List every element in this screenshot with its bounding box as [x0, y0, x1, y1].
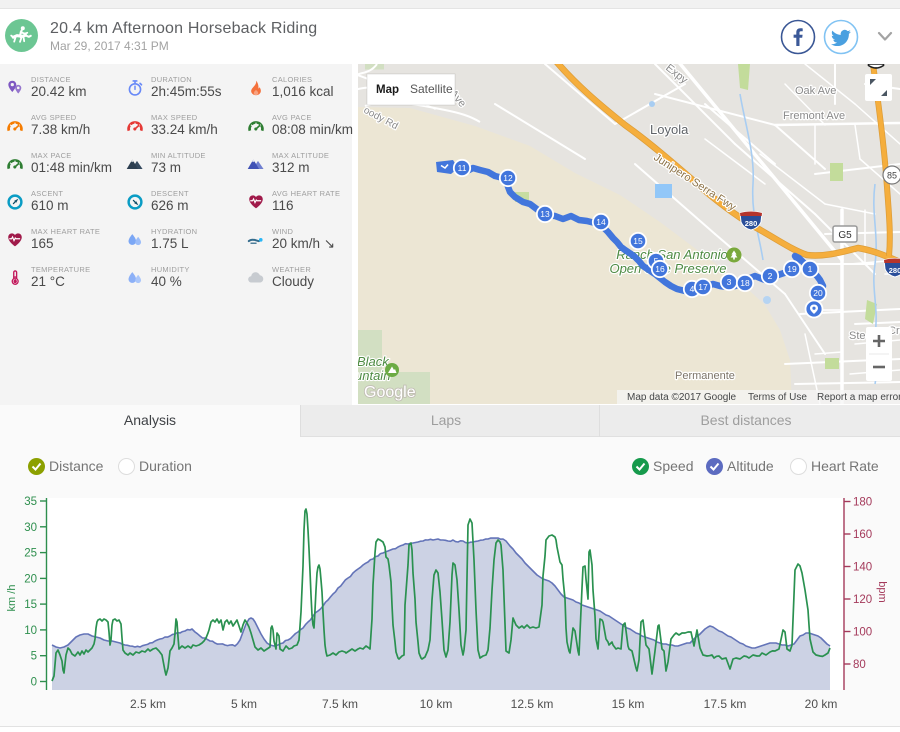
- svg-text:25: 25: [24, 548, 37, 560]
- svg-text:Black: Black: [357, 354, 390, 369]
- svg-text:2: 2: [768, 271, 773, 281]
- svg-text:Ste: Ste: [849, 330, 866, 342]
- svg-text:Oak Ave: Oak Ave: [795, 85, 836, 97]
- svg-text:12: 12: [503, 173, 513, 183]
- svg-text:15: 15: [24, 599, 37, 611]
- svg-text:10: 10: [24, 625, 37, 637]
- svg-text:280: 280: [745, 219, 758, 228]
- svg-text:100: 100: [853, 627, 872, 639]
- svg-text:11: 11: [458, 163, 467, 173]
- svg-text:15 km: 15 km: [612, 697, 645, 711]
- svg-text:85: 85: [887, 171, 897, 181]
- svg-text:Satellite: Satellite: [410, 82, 453, 96]
- svg-text:Loyola: Loyola: [650, 122, 689, 137]
- svg-text:13: 13: [540, 209, 550, 219]
- svg-text:15: 15: [633, 236, 643, 246]
- svg-text:280: 280: [889, 266, 900, 275]
- svg-text:Map data ©2017 Google: Map data ©2017 Google: [627, 392, 737, 403]
- svg-text:19: 19: [787, 264, 797, 274]
- svg-text:Ranch San Antonio: Ranch San Antonio: [616, 247, 728, 262]
- svg-text:Google: Google: [364, 384, 416, 401]
- svg-text:5: 5: [31, 651, 37, 663]
- svg-text:10 km: 10 km: [420, 697, 453, 711]
- svg-text:7.5 km: 7.5 km: [322, 697, 358, 711]
- svg-text:Map: Map: [376, 84, 399, 96]
- svg-text:2.5 km: 2.5 km: [130, 697, 166, 711]
- svg-text:km /h: km /h: [6, 585, 18, 612]
- svg-text:18: 18: [740, 278, 750, 288]
- svg-text:Fremont Ave: Fremont Ave: [783, 110, 845, 122]
- svg-text:0: 0: [31, 677, 37, 689]
- svg-text:Report a map error: Report a map error: [817, 392, 900, 403]
- svg-text:3: 3: [727, 277, 732, 287]
- svg-text:120: 120: [853, 594, 872, 606]
- svg-text:140: 140: [853, 562, 872, 574]
- svg-text:17: 17: [698, 282, 708, 292]
- svg-text:4: 4: [690, 284, 695, 294]
- svg-text:5 km: 5 km: [231, 697, 257, 711]
- svg-text:untain: untain: [355, 368, 390, 383]
- svg-text:80: 80: [853, 659, 866, 671]
- svg-text:30: 30: [24, 522, 37, 534]
- svg-text:Permanente: Permanente: [675, 370, 735, 382]
- svg-text:16: 16: [655, 264, 665, 274]
- svg-text:20: 20: [813, 288, 823, 298]
- svg-text:Terms of Use: Terms of Use: [748, 392, 807, 403]
- svg-text:20: 20: [24, 573, 37, 585]
- svg-text:160: 160: [853, 529, 872, 541]
- svg-text:35: 35: [24, 496, 37, 508]
- svg-text:bpm: bpm: [876, 581, 888, 602]
- svg-text:1: 1: [808, 264, 813, 274]
- svg-text:12.5 km: 12.5 km: [511, 697, 554, 711]
- svg-text:G5: G5: [838, 230, 852, 241]
- svg-text:20 km: 20 km: [805, 697, 838, 711]
- svg-text:14: 14: [596, 217, 606, 227]
- svg-text:180: 180: [853, 497, 872, 509]
- svg-text:17.5 km: 17.5 km: [704, 697, 747, 711]
